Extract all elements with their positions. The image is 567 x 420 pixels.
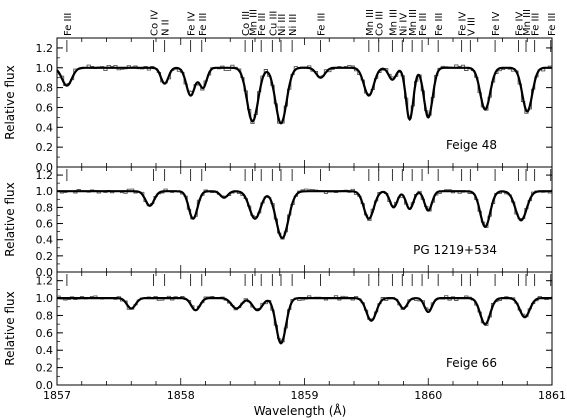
y-tick-label: 0.2 xyxy=(36,362,54,375)
y-tick-label: 1.2 xyxy=(36,169,54,182)
x-tick-label: 1857 xyxy=(43,389,71,402)
line-id-label: Fe IV xyxy=(187,12,198,36)
model-spectrum xyxy=(57,190,552,240)
panel: 0.0 0.2 0.4 0.6 0.8 1.0 1.2 PG 1219+534 Relative… xyxy=(3,166,553,279)
observed-spectrum xyxy=(57,188,552,240)
line-id-label: Co IV xyxy=(150,10,161,36)
line-id-label: Cu III xyxy=(268,11,279,36)
line-id-label: Ni III xyxy=(277,14,288,36)
line-id-label: Fe IV xyxy=(458,12,469,36)
line-id-label: Mn III xyxy=(249,9,260,36)
spectrum-panels: 0.0 0.2 0.4 0.6 0.8 1.0 1.2 Feige 48 Relative fl… xyxy=(3,37,553,392)
x-axis-title: Wavelength (Å) xyxy=(254,403,347,418)
y-axis-title: Relative flux xyxy=(3,291,17,365)
line-id-label: Fe III xyxy=(418,13,429,36)
line-id-label: Fe III xyxy=(317,13,328,36)
x-tick-label: 1858 xyxy=(167,389,195,402)
line-id-label: Fe III xyxy=(63,13,74,36)
y-tick-label: 0.0 xyxy=(36,266,54,279)
line-id-label: Mn III xyxy=(408,9,419,36)
y-tick-label: 0.4 xyxy=(36,234,54,247)
line-id-label: Fe III xyxy=(434,13,445,36)
y-tick-label: 0.6 xyxy=(36,218,54,231)
y-tick-label: 0.4 xyxy=(36,121,54,134)
y-tick-label: 0.8 xyxy=(36,309,54,322)
line-id-label: V III xyxy=(466,17,477,36)
x-tick-label: 1861 xyxy=(538,389,566,402)
line-id-label: Fe III xyxy=(198,13,209,36)
y-axis-title: Relative flux xyxy=(3,182,17,256)
model-spectrum xyxy=(57,297,552,345)
x-tick-label: 1860 xyxy=(414,389,442,402)
line-id-label: Co III xyxy=(241,11,252,36)
y-tick-label: 1.0 xyxy=(36,292,54,305)
panel: 0.0 0.2 0.4 0.6 0.8 1.0 1.2 Feige 48 Relative fl… xyxy=(3,37,553,174)
model-spectrum xyxy=(56,66,552,125)
line-id-label: Mn III xyxy=(365,9,376,36)
y-tick-label: 0.0 xyxy=(36,161,54,174)
y-tick-label: 0.0 xyxy=(36,379,54,392)
panel: 0.0 0.2 0.4 0.6 0.8 1.0 1.2 Feige 66 Relative fl… xyxy=(3,271,553,392)
x-tick-label: 1859 xyxy=(291,389,319,402)
y-tick-label: 1.0 xyxy=(36,185,54,198)
x-axis: 1857 1858 1859 1860 1861 xyxy=(43,389,566,402)
line-id-label: Ni III xyxy=(288,14,299,36)
line-id-label: Fe III xyxy=(547,13,558,36)
line-id-label: Fe III xyxy=(257,13,268,36)
line-id-label: Mn III xyxy=(388,9,399,36)
y-axis-title: Relative flux xyxy=(3,65,17,139)
observed-spectrum xyxy=(57,295,552,343)
line-id-label: Fe IV xyxy=(491,12,502,36)
line-id-label: Mn III xyxy=(522,9,533,36)
observed-spectrum xyxy=(57,64,552,125)
y-tick-label: 1.0 xyxy=(36,62,54,75)
star-name-label: PG 1219+534 xyxy=(413,243,497,257)
y-tick-label: 0.6 xyxy=(36,327,54,340)
line-id-label: Co III xyxy=(375,11,386,36)
line-id-label: Fe IV xyxy=(515,12,526,36)
star-name-label: Feige 66 xyxy=(446,356,497,370)
y-tick-label: 0.8 xyxy=(36,82,54,95)
y-tick-label: 0.8 xyxy=(36,201,54,214)
line-id-label: N II xyxy=(161,19,172,36)
y-tick-label: 0.2 xyxy=(36,250,54,263)
y-tick-label: 0.4 xyxy=(36,344,54,357)
y-tick-label: 1.2 xyxy=(36,275,54,288)
line-id-label: Fe III xyxy=(531,13,542,36)
y-tick-label: 0.6 xyxy=(36,101,54,114)
y-tick-label: 1.2 xyxy=(36,42,54,55)
line-id-label: Ni IV xyxy=(398,13,409,36)
y-tick-label: 0.2 xyxy=(36,141,54,154)
star-name-label: Feige 48 xyxy=(446,138,497,152)
